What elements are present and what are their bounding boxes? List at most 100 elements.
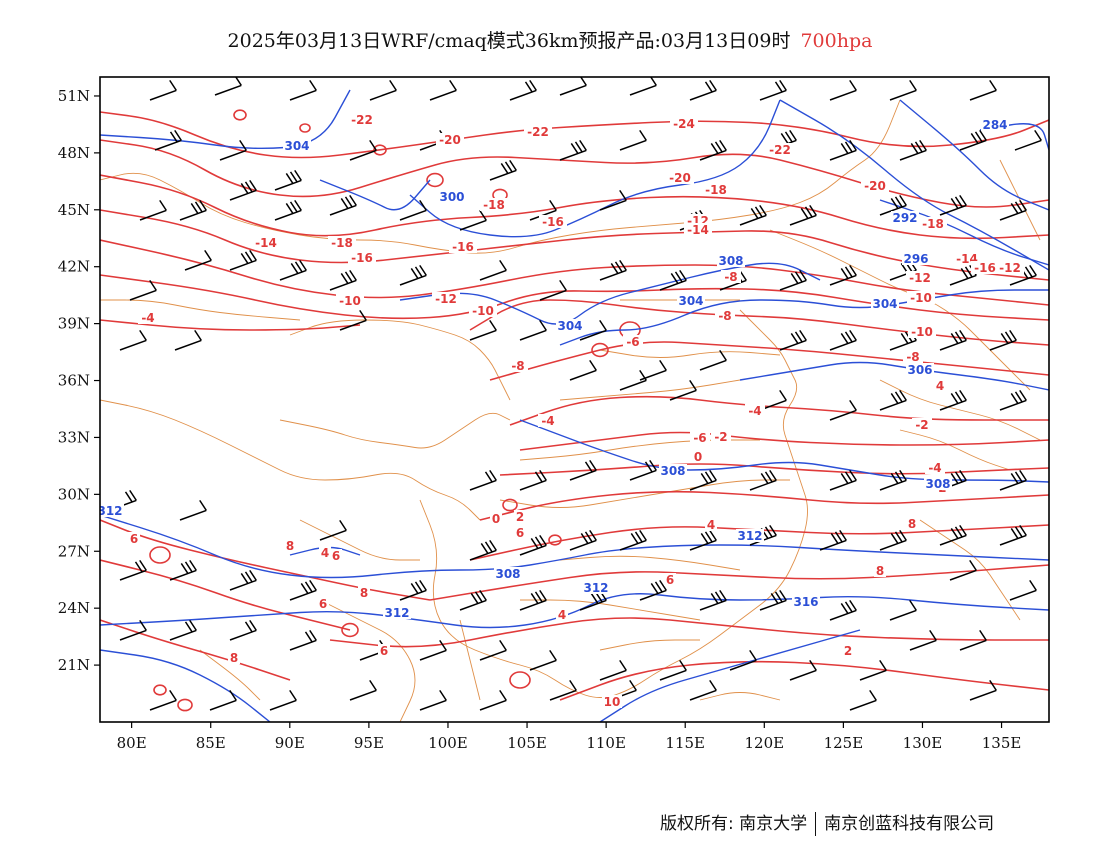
svg-text:0: 0 — [492, 512, 500, 526]
svg-text:-16: -16 — [974, 261, 996, 275]
svg-text:-14: -14 — [687, 223, 709, 237]
lat-tick-label: 51N — [58, 87, 90, 105]
svg-text:-2: -2 — [915, 418, 928, 432]
svg-text:-20: -20 — [439, 133, 461, 147]
svg-text:-16: -16 — [542, 215, 564, 229]
svg-text:-18: -18 — [483, 198, 505, 212]
temperature-label: -22 — [766, 143, 794, 157]
temperature-label: -4 — [925, 461, 945, 475]
temperature-label: 4 — [705, 518, 717, 532]
svg-text:308: 308 — [925, 477, 950, 491]
svg-text:4: 4 — [558, 608, 566, 622]
svg-text:-6: -6 — [626, 335, 639, 349]
lat-tick-label: 36N — [58, 372, 90, 390]
temperature-label: -14 — [684, 223, 712, 237]
svg-text:304: 304 — [678, 294, 703, 308]
svg-text:304: 304 — [557, 319, 582, 333]
svg-text:-18: -18 — [922, 217, 944, 231]
footer: 版权所有: 南京大学 南京创蓝科技有限公司 — [660, 809, 994, 836]
temperature-label: -4 — [745, 404, 765, 418]
temperature-label: 6 — [514, 526, 526, 540]
lat-tick-label: 45N — [58, 201, 90, 219]
temperature-label: -10 — [336, 294, 364, 308]
temperature-label: -20 — [666, 171, 694, 185]
svg-text:-8: -8 — [724, 270, 737, 284]
svg-text:-4: -4 — [141, 311, 154, 325]
svg-text:0: 0 — [694, 450, 702, 464]
height-label: 306 — [906, 363, 934, 377]
lon-tick-label: 110E — [586, 734, 626, 752]
svg-text:-10: -10 — [472, 304, 494, 318]
temperature-label: -18 — [702, 183, 730, 197]
title-level: 700hpa — [800, 30, 873, 52]
temperature-label: 6 — [378, 644, 390, 658]
temperature-label: -24 — [670, 117, 698, 131]
svg-text:4: 4 — [707, 518, 715, 532]
title-main: 2025年03月13日WRF/cmaq模式36km预报产品:03月13日09时 — [227, 30, 791, 52]
svg-text:-16: -16 — [351, 251, 373, 265]
svg-text:312: 312 — [384, 606, 409, 620]
svg-text:308: 308 — [660, 464, 685, 478]
svg-text:10: 10 — [604, 695, 621, 709]
temperature-label: -10 — [908, 325, 936, 339]
lon-tick-label: 105E — [507, 734, 547, 752]
height-label: 308 — [717, 254, 745, 268]
svg-text:6: 6 — [380, 644, 388, 658]
latitude-axis: 51N 48N 45N 42N 39N 36N 33N 30N 27N 24N 21N — [58, 87, 100, 674]
temperature-label: 4 — [319, 546, 331, 560]
lon-tick-label: 90E — [275, 734, 305, 752]
height-label: 312 — [582, 581, 610, 595]
temperature-label: 10 — [602, 695, 622, 709]
svg-text:-22: -22 — [769, 143, 791, 157]
lon-tick-label: 125E — [824, 734, 864, 752]
lat-tick-label: 27N — [58, 542, 90, 560]
height-label: 308 — [659, 464, 687, 478]
height-label: 308 — [924, 477, 952, 491]
height-label: 312 — [100, 504, 124, 518]
svg-text:-6: -6 — [693, 431, 706, 445]
temperature-label: -2 — [912, 418, 932, 432]
temperature-label: 4 — [934, 379, 946, 393]
footer-copyright: 版权所有: 南京大学 — [660, 814, 808, 834]
temperature-label: -12 — [432, 292, 460, 306]
svg-text:-12: -12 — [999, 261, 1021, 275]
svg-text:306: 306 — [907, 363, 932, 377]
temperature-label: 8 — [906, 517, 918, 531]
height-label: 304 — [871, 297, 899, 311]
height-labels: 3043003043043083063083083123123123162842… — [100, 118, 1009, 620]
temperature-label: 4 — [556, 608, 568, 622]
temperature-label: -12 — [906, 271, 934, 285]
footer-company: 南京创蓝科技有限公司 — [824, 814, 995, 834]
svg-text:-24: -24 — [673, 117, 695, 131]
svg-text:8: 8 — [360, 586, 368, 600]
temperature-label: -4 — [138, 311, 158, 325]
temperature-label: -22 — [524, 125, 552, 139]
temperature-label: 6 — [330, 549, 342, 563]
temperature-label: -18 — [328, 236, 356, 250]
svg-text:304: 304 — [872, 297, 897, 311]
svg-text:-10: -10 — [911, 325, 933, 339]
height-label: 296 — [902, 252, 930, 266]
svg-text:-8: -8 — [906, 350, 919, 364]
svg-text:-22: -22 — [351, 113, 373, 127]
temperature-label: 2 — [514, 510, 526, 524]
svg-text:8: 8 — [908, 517, 916, 531]
temperature-label: 2 — [842, 644, 854, 658]
height-label: 304 — [556, 319, 584, 333]
svg-text:6: 6 — [319, 597, 327, 611]
svg-text:-12: -12 — [909, 271, 931, 285]
svg-text:300: 300 — [439, 190, 464, 204]
svg-text:-14: -14 — [255, 236, 277, 250]
lon-tick-label: 100E — [428, 734, 468, 752]
height-label: 312 — [736, 529, 764, 543]
svg-text:312: 312 — [737, 529, 762, 543]
temperature-label: -16 — [539, 215, 567, 229]
temperature-label: -18 — [480, 198, 508, 212]
svg-text:-4: -4 — [748, 404, 761, 418]
svg-text:312: 312 — [583, 581, 608, 595]
svg-text:-12: -12 — [435, 292, 457, 306]
lat-tick-label: 24N — [58, 599, 90, 617]
svg-text:4: 4 — [321, 546, 329, 560]
svg-text:-10: -10 — [339, 294, 361, 308]
